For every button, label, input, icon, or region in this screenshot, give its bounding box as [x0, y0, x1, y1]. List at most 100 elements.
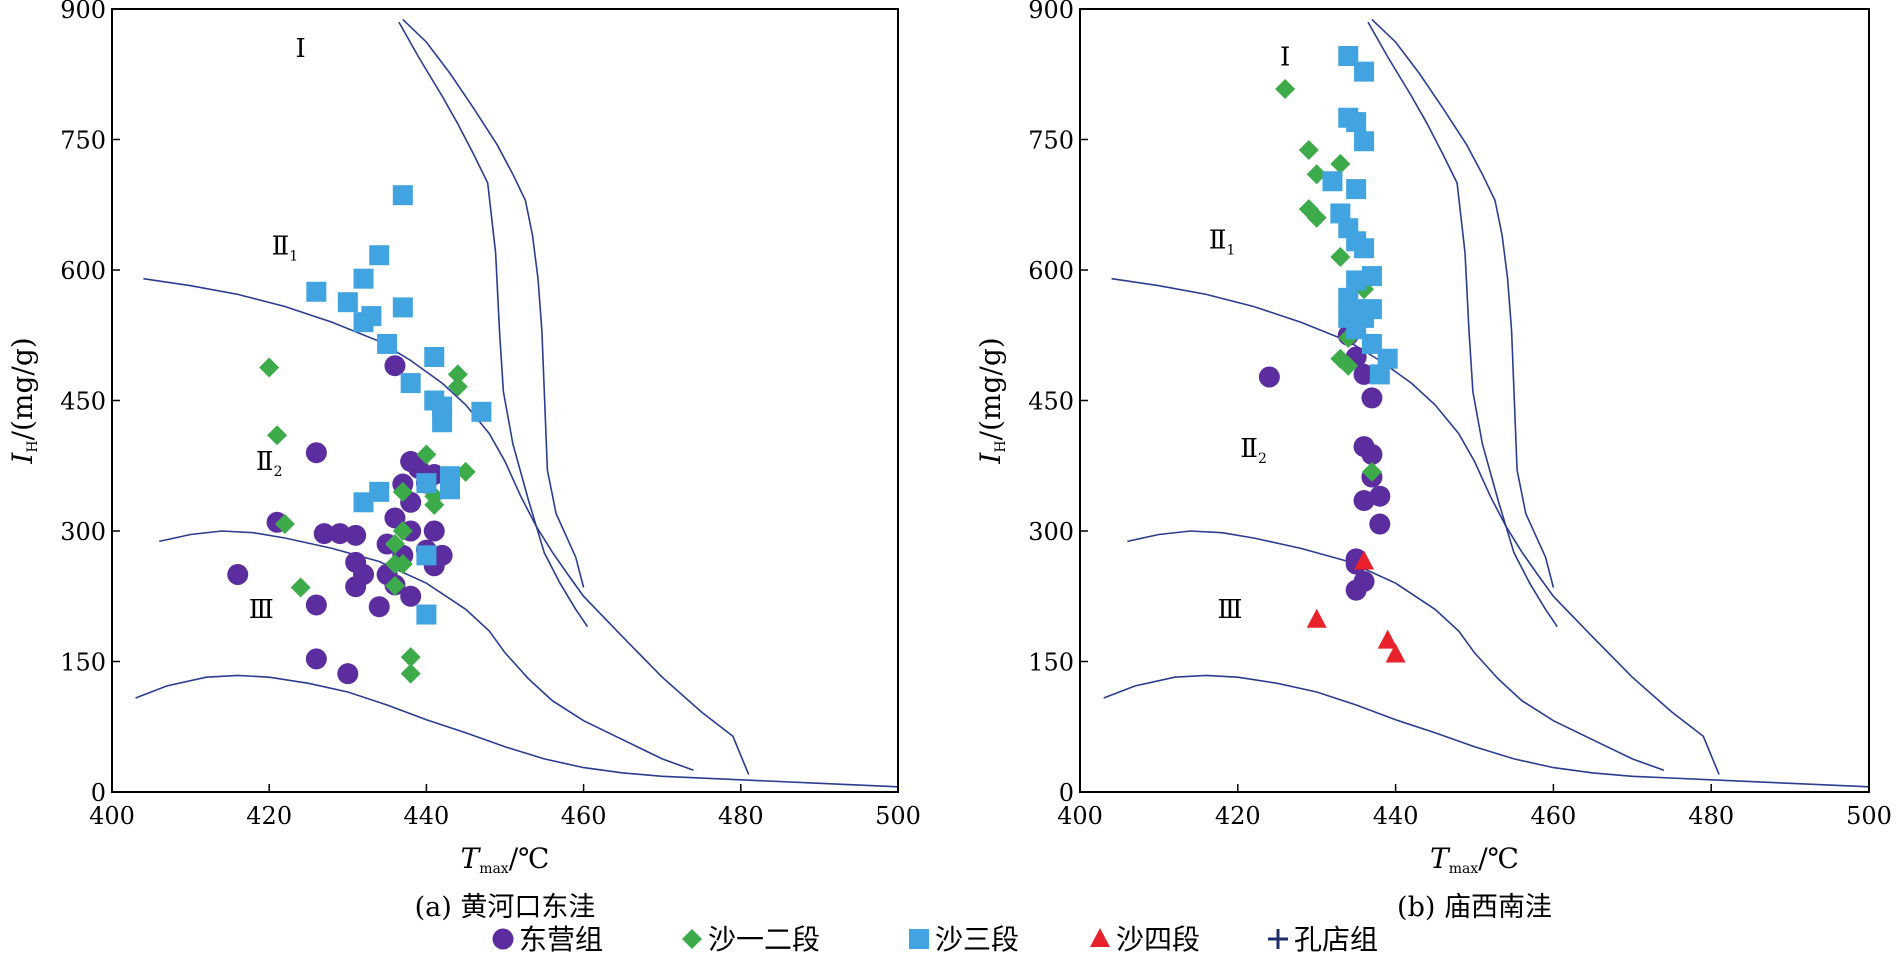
y-tick-label: 900 — [60, 0, 106, 24]
data-point — [1338, 45, 1359, 66]
data-point — [1377, 629, 1398, 649]
x-tick-label: 480 — [1688, 802, 1734, 830]
kerogen-boundary-line — [402, 18, 585, 588]
data-point — [345, 524, 367, 546]
data-point — [353, 268, 374, 289]
panel-caption: (b) 庙西南洼 — [1397, 892, 1552, 923]
y-tick-label: 600 — [60, 257, 106, 285]
data-point — [305, 648, 327, 670]
data-point — [337, 292, 358, 313]
data-point — [392, 185, 413, 206]
y-axis-title: IH/(mg/g) — [6, 337, 41, 464]
x-tick-label: 400 — [89, 802, 135, 830]
kerogen-type-label: Ⅰ — [1280, 43, 1290, 73]
kerogen-boundary-line — [398, 21, 589, 628]
data-point — [384, 507, 406, 529]
kerogen-boundary-line — [1127, 530, 1665, 772]
x-tick-label: 440 — [403, 802, 449, 830]
x-tick-label: 460 — [561, 802, 607, 830]
data-point — [1306, 207, 1327, 228]
data-point — [384, 355, 406, 377]
data-point — [392, 481, 413, 502]
y-axis-title: IH/(mg/g) — [974, 337, 1009, 464]
y-tick-label: 150 — [60, 649, 106, 677]
data-point — [392, 554, 413, 575]
data-point — [416, 444, 437, 465]
data-point — [361, 306, 382, 327]
data-point — [1361, 387, 1383, 409]
chart-panel-b: 400 420 440 460 480 500 0 150 300 450 600 750 900 Tma… — [974, 0, 1892, 923]
data-point — [1275, 79, 1296, 100]
data-point — [313, 523, 335, 545]
data-point — [400, 585, 422, 607]
data-point — [1346, 179, 1367, 200]
data-point — [1361, 266, 1382, 287]
data-point — [432, 412, 453, 433]
series-sha3 — [1322, 45, 1398, 385]
data-point — [1298, 139, 1319, 160]
legend-item-dongying: 东营组 — [492, 923, 603, 956]
y-tick-label: 450 — [60, 388, 106, 416]
data-point — [329, 523, 351, 545]
data-point — [1338, 355, 1359, 376]
x-tick-label: 420 — [246, 802, 292, 830]
data-point — [400, 663, 421, 684]
data-point — [1306, 164, 1327, 185]
series-sha3 — [306, 185, 492, 625]
data-point — [1330, 153, 1351, 174]
x-axis-title: Tmax/℃ — [1430, 842, 1519, 877]
series-sha4 — [1306, 550, 1406, 663]
data-point — [1354, 61, 1375, 82]
data-point — [1377, 348, 1398, 369]
kerogen-type-label: Ⅱ1 — [272, 231, 299, 264]
panel-caption: (a) 黄河口东洼 — [415, 892, 596, 923]
kerogen-boundary-line — [1111, 277, 1720, 775]
data-point — [1369, 364, 1390, 385]
kerogen-boundary-line — [1371, 18, 1555, 588]
data-point — [368, 596, 390, 618]
legend-marker — [1090, 928, 1110, 947]
kerogen-boundary-line — [135, 674, 899, 788]
legend-marker — [909, 929, 929, 949]
x-tick-label: 480 — [718, 802, 764, 830]
chart-panel-a: 400 420 440 460 480 500 0 150 300 450 600 750 900 Tma… — [6, 0, 921, 923]
data-point — [306, 281, 327, 302]
data-point — [377, 333, 398, 354]
legend-label: 沙一二段 — [708, 923, 820, 956]
y-tick-label: 750 — [60, 127, 106, 155]
data-point — [305, 442, 327, 464]
legend-label: 孔店组 — [1294, 923, 1378, 956]
data-point — [455, 461, 476, 482]
legend-item-sha12: 沙一二段 — [682, 923, 820, 956]
data-point — [416, 545, 437, 566]
data-point — [1346, 112, 1367, 133]
data-point — [384, 575, 405, 596]
series-sha12 — [1275, 79, 1382, 482]
data-point — [227, 564, 249, 585]
kerogen-boundary-line — [143, 277, 750, 775]
y-tick-label: 750 — [1028, 127, 1074, 155]
kerogen-type-label: Ⅲ — [1217, 595, 1242, 625]
x-tick-label: 500 — [1846, 802, 1892, 830]
kerogen-boundary-line — [159, 530, 694, 772]
data-point — [353, 564, 375, 585]
legend-marker — [492, 928, 514, 950]
data-point — [1353, 570, 1375, 592]
data-point — [431, 544, 453, 566]
legend-item-kongdian: 孔店组 — [1268, 923, 1378, 956]
y-tick-label: 900 — [1028, 0, 1074, 24]
data-point — [337, 663, 359, 685]
data-point — [1354, 238, 1375, 259]
kerogen-type-label: Ⅱ1 — [1209, 225, 1236, 258]
data-point — [432, 396, 453, 417]
data-point — [305, 594, 327, 616]
data-point — [1330, 246, 1351, 267]
data-point — [1346, 270, 1367, 291]
data-point — [384, 534, 405, 555]
data-point — [353, 492, 374, 513]
data-point — [416, 473, 437, 494]
data-point — [1322, 171, 1343, 192]
y-tick-label: 450 — [1028, 388, 1074, 416]
data-point — [1306, 608, 1327, 628]
